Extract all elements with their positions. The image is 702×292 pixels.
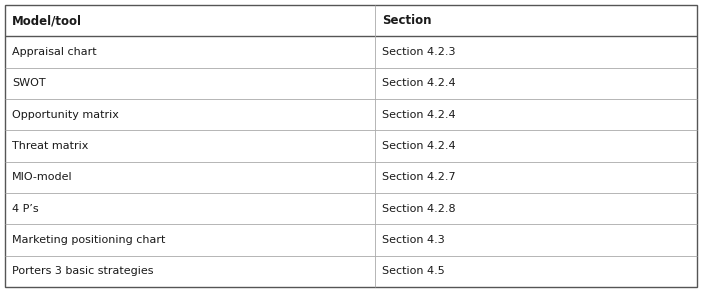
Text: Porters 3 basic strategies: Porters 3 basic strategies bbox=[12, 266, 154, 276]
Text: Section: Section bbox=[382, 14, 432, 27]
Text: Marketing positioning chart: Marketing positioning chart bbox=[12, 235, 166, 245]
Text: Section 4.2.8: Section 4.2.8 bbox=[382, 204, 456, 214]
Text: Section 4.2.4: Section 4.2.4 bbox=[382, 110, 456, 120]
Text: 4 P’s: 4 P’s bbox=[12, 204, 39, 214]
Text: Section 4.3: Section 4.3 bbox=[382, 235, 445, 245]
Text: Section 4.5: Section 4.5 bbox=[382, 266, 445, 276]
Text: Model/tool: Model/tool bbox=[12, 14, 82, 27]
Text: Opportunity matrix: Opportunity matrix bbox=[12, 110, 119, 120]
Text: Section 4.2.4: Section 4.2.4 bbox=[382, 78, 456, 88]
Text: MIO-model: MIO-model bbox=[12, 172, 72, 182]
Text: Section 4.2.3: Section 4.2.3 bbox=[382, 47, 456, 57]
Text: SWOT: SWOT bbox=[12, 78, 46, 88]
Text: Section 4.2.7: Section 4.2.7 bbox=[382, 172, 456, 182]
Text: Appraisal chart: Appraisal chart bbox=[12, 47, 97, 57]
Text: Section 4.2.4: Section 4.2.4 bbox=[382, 141, 456, 151]
Text: Threat matrix: Threat matrix bbox=[12, 141, 88, 151]
